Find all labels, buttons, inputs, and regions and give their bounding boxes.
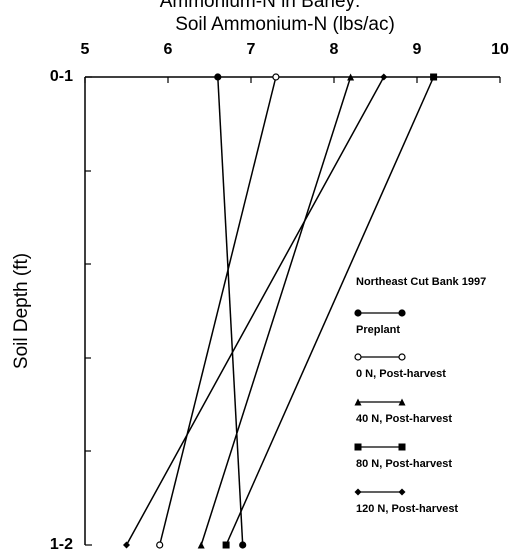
- legend-label: 40 N, Post-harvest: [356, 413, 452, 425]
- legend-marker: [354, 353, 362, 361]
- x-tick-label: 10: [491, 41, 509, 58]
- y-tick-label: 1-2: [50, 536, 73, 553]
- y-tick-label: 0-1: [50, 68, 73, 85]
- legend-title: Northeast Cut Bank 1997: [356, 276, 486, 288]
- x-tick-label: 6: [164, 41, 173, 58]
- legend-marker: [354, 443, 362, 451]
- marker: [272, 73, 280, 81]
- marker: [380, 73, 388, 81]
- series-line: [225, 76, 435, 546]
- legend-marker: [398, 353, 406, 361]
- legend-label: Preplant: [356, 324, 400, 336]
- series-line: [200, 76, 352, 546]
- marker: [239, 541, 247, 549]
- legend-marker: [398, 443, 406, 451]
- chart-title: Ammonium-N in Barley:: [160, 0, 361, 12]
- legend-marker: [354, 309, 362, 317]
- legend-label: 80 N, Post-harvest: [356, 458, 452, 470]
- series-line: [158, 76, 277, 546]
- y-minor-ticks: [85, 170, 91, 452]
- legend-marker: [398, 488, 406, 496]
- x-tick-label: 7: [247, 41, 256, 58]
- legend-marker: [398, 398, 406, 406]
- marker: [156, 541, 164, 549]
- marker: [430, 73, 438, 81]
- legend-label: 0 N, Post-harvest: [356, 368, 446, 380]
- marker: [222, 541, 230, 549]
- series-line: [217, 76, 244, 546]
- x-axis-label: Soil Ammonium-N (lbs/ac): [175, 14, 395, 35]
- marker: [123, 541, 130, 549]
- legend-marker: [354, 398, 362, 406]
- legend-marker: [354, 488, 362, 496]
- x-tick-label: 8: [330, 41, 339, 58]
- marker: [197, 541, 205, 549]
- series-line: [125, 76, 385, 546]
- legend-label: 120 N, Post-harvest: [356, 503, 458, 515]
- marker: [347, 73, 355, 81]
- x-tick-label: 9: [413, 41, 422, 58]
- x-tick-label: 5: [81, 41, 90, 58]
- marker: [214, 73, 222, 81]
- y-axis-label: Soil Depth (ft): [11, 253, 32, 369]
- legend-marker: [398, 309, 406, 317]
